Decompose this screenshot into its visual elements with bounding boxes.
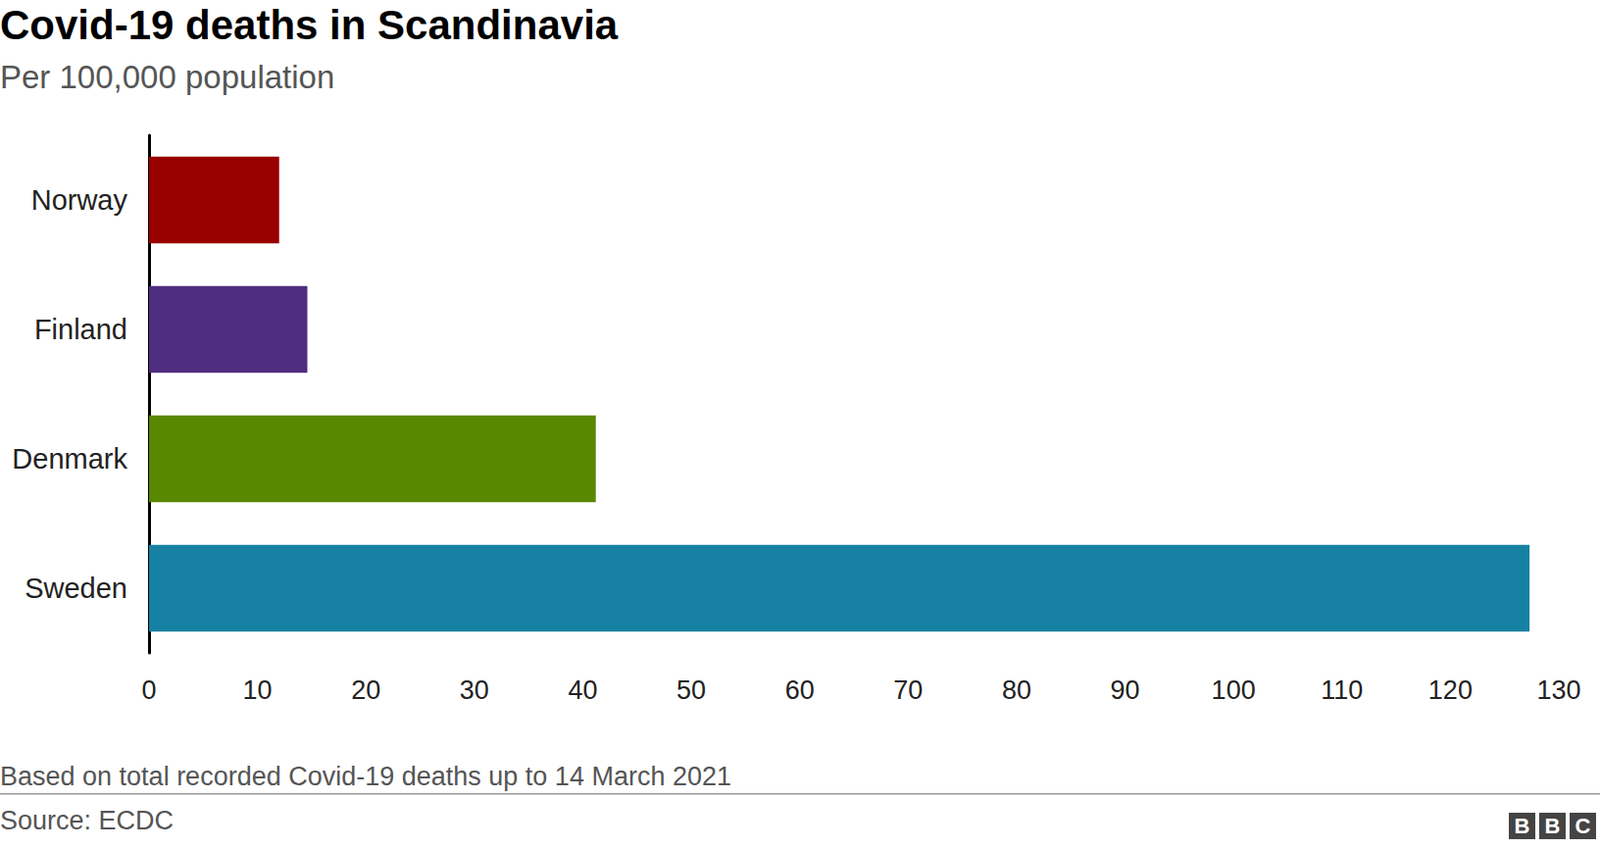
svg-text:Sweden: Sweden bbox=[24, 572, 128, 604]
svg-text:Denmark: Denmark bbox=[11, 443, 128, 475]
svg-text:120: 120 bbox=[1428, 675, 1473, 705]
svg-text:Source: ECDC: Source: ECDC bbox=[0, 805, 174, 836]
svg-text:0: 0 bbox=[141, 675, 156, 705]
svg-text:C: C bbox=[1575, 813, 1592, 839]
svg-text:80: 80 bbox=[1001, 675, 1032, 705]
svg-text:B: B bbox=[1545, 813, 1561, 839]
svg-text:60: 60 bbox=[785, 675, 815, 705]
svg-text:Covid-19 deaths in Scandinavia: Covid-19 deaths in Scandinavia bbox=[0, 1, 619, 49]
svg-text:50: 50 bbox=[676, 675, 706, 705]
svg-text:Norway: Norway bbox=[31, 184, 129, 216]
svg-text:10: 10 bbox=[243, 675, 273, 705]
svg-text:B: B bbox=[1514, 813, 1531, 839]
svg-text:30: 30 bbox=[459, 675, 490, 705]
svg-text:Per 100,000 population: Per 100,000 population bbox=[0, 58, 335, 96]
svg-text:90: 90 bbox=[1110, 675, 1141, 705]
svg-text:110: 110 bbox=[1320, 675, 1363, 705]
svg-text:Based on total recorded Covid-: Based on total recorded Covid-19 deaths … bbox=[0, 761, 732, 792]
svg-text:20: 20 bbox=[350, 675, 381, 705]
svg-text:Finland: Finland bbox=[34, 313, 128, 346]
svg-text:40: 40 bbox=[567, 675, 598, 705]
svg-text:130: 130 bbox=[1536, 675, 1581, 705]
svg-text:100: 100 bbox=[1211, 675, 1256, 705]
svg-text:70: 70 bbox=[893, 675, 923, 705]
